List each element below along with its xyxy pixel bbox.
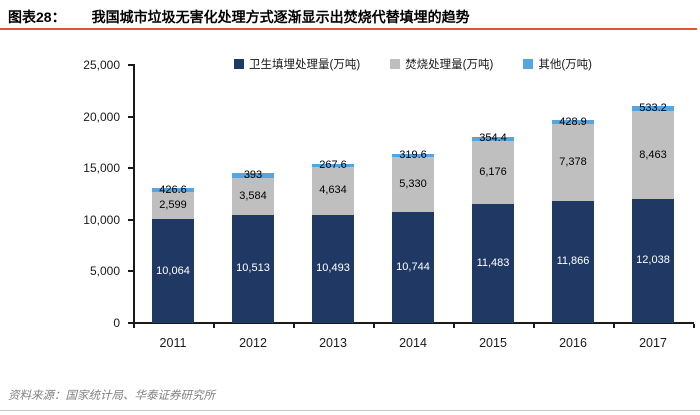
x-axis-category-label: 2012 bbox=[239, 336, 267, 350]
bar-value-label: 393 bbox=[243, 168, 263, 181]
bar-value-label: 426.6 bbox=[159, 183, 187, 196]
bar-value-label: 11,483 bbox=[476, 257, 510, 270]
bar-segment-other bbox=[392, 153, 434, 158]
y-axis-line bbox=[133, 64, 135, 324]
bar-segment-landfill bbox=[472, 204, 514, 323]
x-axis-category-label: 2017 bbox=[639, 336, 667, 350]
bar-value-label: 12,038 bbox=[636, 254, 670, 267]
x-axis-category-label: 2014 bbox=[399, 336, 427, 350]
x-axis-tick-mark bbox=[213, 324, 215, 328]
legend-item: 其他(万吨) bbox=[523, 56, 592, 72]
bar-segment-landfill bbox=[392, 212, 434, 323]
legend-swatch-icon bbox=[523, 59, 534, 69]
figure-title: 图表28： 我国城市垃圾无害化处理方式逐渐显示出焚烧代替填埋的趋势 bbox=[8, 7, 696, 27]
bar-value-label: 10,744 bbox=[396, 261, 430, 274]
legend-label: 焚烧处理量(万吨) bbox=[405, 59, 494, 71]
bar-segment-other bbox=[232, 173, 274, 178]
bar-segment-other bbox=[552, 119, 594, 125]
bottom-divider-line bbox=[0, 410, 700, 411]
y-axis-tick-mark bbox=[128, 270, 133, 273]
x-axis-category-label: 2016 bbox=[559, 336, 587, 350]
title-divider-line bbox=[0, 28, 697, 30]
bar-segment-incineration bbox=[552, 124, 594, 201]
bar-value-label: 10,064 bbox=[156, 264, 190, 277]
x-axis-tick-mark bbox=[293, 324, 295, 328]
x-axis-category-label: 2011 bbox=[159, 336, 187, 350]
y-axis-tick-label: 10,000 bbox=[83, 212, 120, 227]
y-axis-tick-mark bbox=[128, 322, 133, 324]
bar-segment-incineration bbox=[632, 111, 674, 199]
bar-segment-incineration bbox=[392, 157, 434, 213]
y-axis-tick-mark bbox=[128, 167, 133, 170]
bar-value-label: 10,513 bbox=[236, 262, 270, 275]
x-axis-tick-mark bbox=[373, 324, 375, 328]
bar-segment-incineration bbox=[472, 140, 514, 205]
bar-value-label: 11,866 bbox=[556, 255, 590, 268]
y-axis-tick-label: 15,000 bbox=[83, 161, 120, 176]
x-axis-category-label: 2013 bbox=[319, 336, 347, 350]
x-axis-tick-mark bbox=[693, 324, 695, 328]
y-axis-tick-mark bbox=[128, 115, 133, 118]
bar-segment-other bbox=[312, 164, 354, 167]
bar-segment-incineration bbox=[152, 192, 194, 220]
bar-segment-incineration bbox=[312, 166, 354, 215]
bar-segment-landfill bbox=[632, 198, 674, 323]
figure-number: 图表28： bbox=[8, 9, 66, 25]
bar-value-label: 6,176 bbox=[479, 166, 507, 179]
legend-item: 焚烧处理量(万吨) bbox=[390, 56, 493, 72]
bar-segment-other bbox=[472, 137, 514, 141]
bar-segment-landfill bbox=[232, 214, 274, 323]
legend-label: 卫生填埋处理量(万吨) bbox=[248, 59, 361, 71]
bar-segment-other bbox=[152, 187, 194, 193]
x-axis-tick-mark bbox=[453, 324, 455, 328]
y-axis-tick-label: 5,000 bbox=[89, 264, 120, 279]
legend-swatch-icon bbox=[233, 59, 244, 69]
x-axis-tick-mark bbox=[533, 324, 535, 328]
x-axis-tick-mark bbox=[613, 324, 615, 328]
bar-value-label: 319.6 bbox=[399, 148, 427, 161]
bar-value-label: 3,584 bbox=[239, 189, 267, 202]
legend-item: 卫生填埋处理量(万吨) bbox=[233, 56, 361, 72]
bar-value-label: 10,493 bbox=[316, 262, 350, 275]
y-axis-tick-label: 20,000 bbox=[83, 109, 120, 124]
source-note: 资料来源：国家统计局、华泰证券研究所 bbox=[8, 390, 215, 402]
bar-segment-incineration bbox=[232, 177, 274, 215]
bar-segment-landfill bbox=[552, 200, 594, 323]
bar-value-label: 7,378 bbox=[559, 155, 587, 168]
bar-value-label: 2,599 bbox=[159, 199, 187, 212]
x-axis-tick-mark bbox=[133, 324, 135, 328]
chart-legend: 卫生填埋处理量(万吨) 焚烧处理量(万吨) 其他(万吨) bbox=[133, 56, 693, 72]
y-axis-tick-label: 0 bbox=[113, 316, 120, 330]
bar-value-label: 4,634 bbox=[319, 184, 347, 197]
bar-segment-landfill bbox=[152, 219, 194, 323]
y-axis-tick-mark bbox=[128, 64, 133, 66]
figure-title-text: 我国城市垃圾无害化处理方式逐渐显示出焚烧代替填埋的趋势 bbox=[91, 9, 470, 25]
legend-swatch-icon bbox=[390, 59, 401, 69]
bar-segment-other bbox=[632, 105, 674, 112]
y-axis-tick-mark bbox=[128, 218, 133, 221]
bar-value-label: 267.6 bbox=[319, 159, 347, 171]
bar-value-label: 5,330 bbox=[399, 178, 427, 191]
x-axis-line bbox=[133, 322, 694, 324]
bar-value-label: 533.2 bbox=[639, 102, 667, 115]
bar-value-label: 354.4 bbox=[479, 132, 507, 145]
legend-label: 其他(万吨) bbox=[538, 59, 592, 71]
bar-value-label: 428.9 bbox=[559, 115, 587, 128]
bar-segment-landfill bbox=[312, 214, 354, 323]
bar-value-label: 8,463 bbox=[639, 148, 667, 161]
y-axis-tick-label: 25,000 bbox=[83, 58, 120, 72]
x-axis-category-label: 2015 bbox=[479, 336, 507, 350]
